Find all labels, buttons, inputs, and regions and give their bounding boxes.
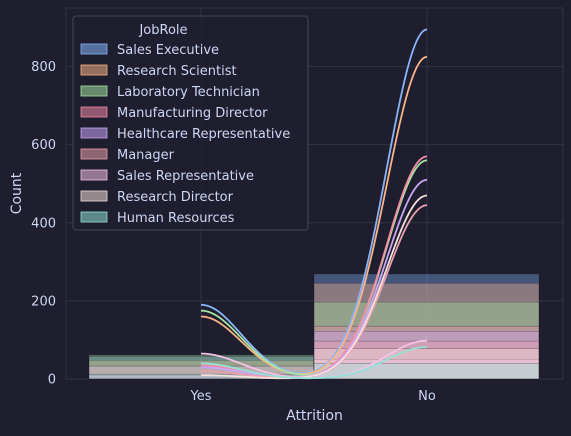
- x-tick-label: Yes: [190, 389, 212, 404]
- y-tick-label: 800: [31, 60, 56, 75]
- legend-swatch: [80, 148, 108, 160]
- legend-label: Laboratory Technician: [117, 85, 260, 100]
- legend-label: Healthcare Representative: [117, 127, 290, 142]
- legend-label: Sales Executive: [117, 43, 219, 58]
- y-tick-label: 400: [31, 216, 56, 231]
- legend-label: Manufacturing Director: [117, 106, 268, 121]
- y-axis-label: Count: [9, 172, 25, 214]
- y-tick-label: 0: [48, 373, 56, 388]
- legend-swatch: [80, 64, 108, 76]
- legend-title: JobRole: [138, 23, 187, 38]
- legend-label: Manager: [117, 148, 175, 163]
- legend-swatch: [80, 43, 108, 55]
- legend-box: [72, 15, 309, 231]
- x-tick-label: No: [418, 389, 436, 404]
- legend: JobRole Sales Executive Research Scientis…: [72, 15, 309, 231]
- x-axis-label: Attrition: [286, 408, 343, 424]
- kde-line: [201, 194, 428, 380]
- histogram-bar: [313, 362, 540, 380]
- legend-swatch: [80, 127, 108, 139]
- histogram-bar: [313, 282, 540, 380]
- y-tick-label: 200: [31, 294, 56, 309]
- legend-label: Human Resources: [117, 211, 235, 226]
- histogram-bar: [313, 325, 540, 380]
- legend-swatch: [80, 190, 108, 202]
- kde-line: [200, 55, 428, 375]
- legend-label: Sales Representative: [117, 169, 254, 184]
- kde-curves: [200, 28, 428, 380]
- kde-line: [201, 346, 427, 380]
- legend-label: Research Director: [117, 190, 234, 205]
- legend-swatch: [80, 211, 108, 223]
- legend-swatch: [80, 169, 108, 181]
- axes: 0 200 400 600 800 Yes No: [31, 60, 436, 404]
- histogram-bar: [313, 330, 540, 380]
- bars: [88, 273, 540, 380]
- legend-swatch: [80, 85, 108, 97]
- legend-label: Research Scientist: [117, 64, 237, 79]
- legend-swatch: [80, 106, 108, 118]
- y-tick-label: 600: [31, 138, 56, 153]
